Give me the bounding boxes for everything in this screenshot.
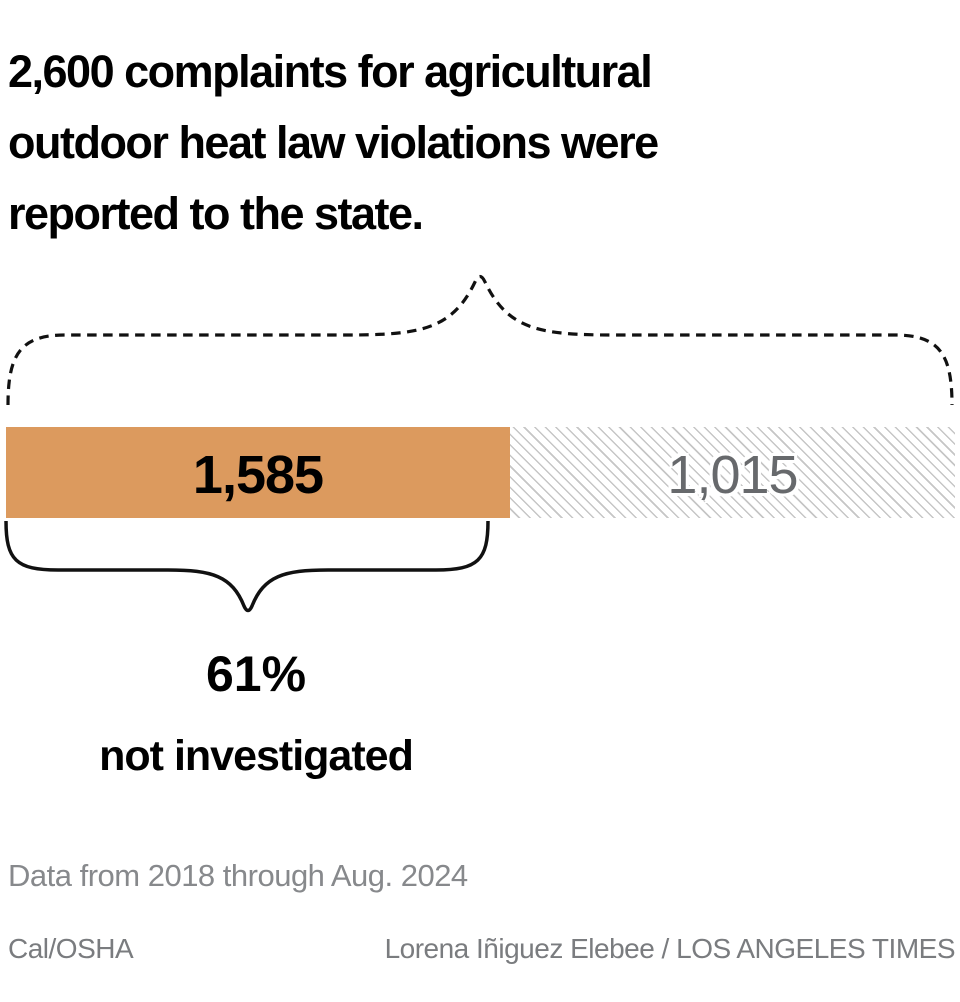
bar-segment-not-investigated: 1,585 (6, 427, 510, 518)
source-credit-row: Cal/OSHA Lorena Iñiguez Elebee / LOS ANG… (8, 933, 956, 965)
annotation-percent: 61% (205, 646, 307, 702)
value-label-not-investigated: 1,585 (192, 444, 324, 505)
credit-label: Lorena Iñiguez Elebee / LOS ANGELES TIME… (384, 933, 956, 964)
bar-segment-remaining: 1,015 (510, 427, 955, 518)
source-label: Cal/OSHA (8, 933, 134, 964)
segment-brace-solid-icon (4, 520, 490, 613)
stacked-bar: 1,585 1,015 (6, 427, 955, 518)
total-brace-dashed-icon (6, 274, 954, 406)
title-line-1: 2,600 complaints for agricultural (8, 46, 653, 98)
title-line-3: reported to the state. (8, 188, 424, 240)
page-title: 2,600 complaints for agricultural outdoo… (8, 36, 938, 249)
title-line-2: outdoor heat law violations were (8, 117, 659, 169)
value-label-remaining: 1,015 (667, 444, 798, 505)
annotation-label: not investigated (99, 732, 414, 780)
data-note: Data from 2018 through Aug. 2024 (8, 858, 468, 893)
